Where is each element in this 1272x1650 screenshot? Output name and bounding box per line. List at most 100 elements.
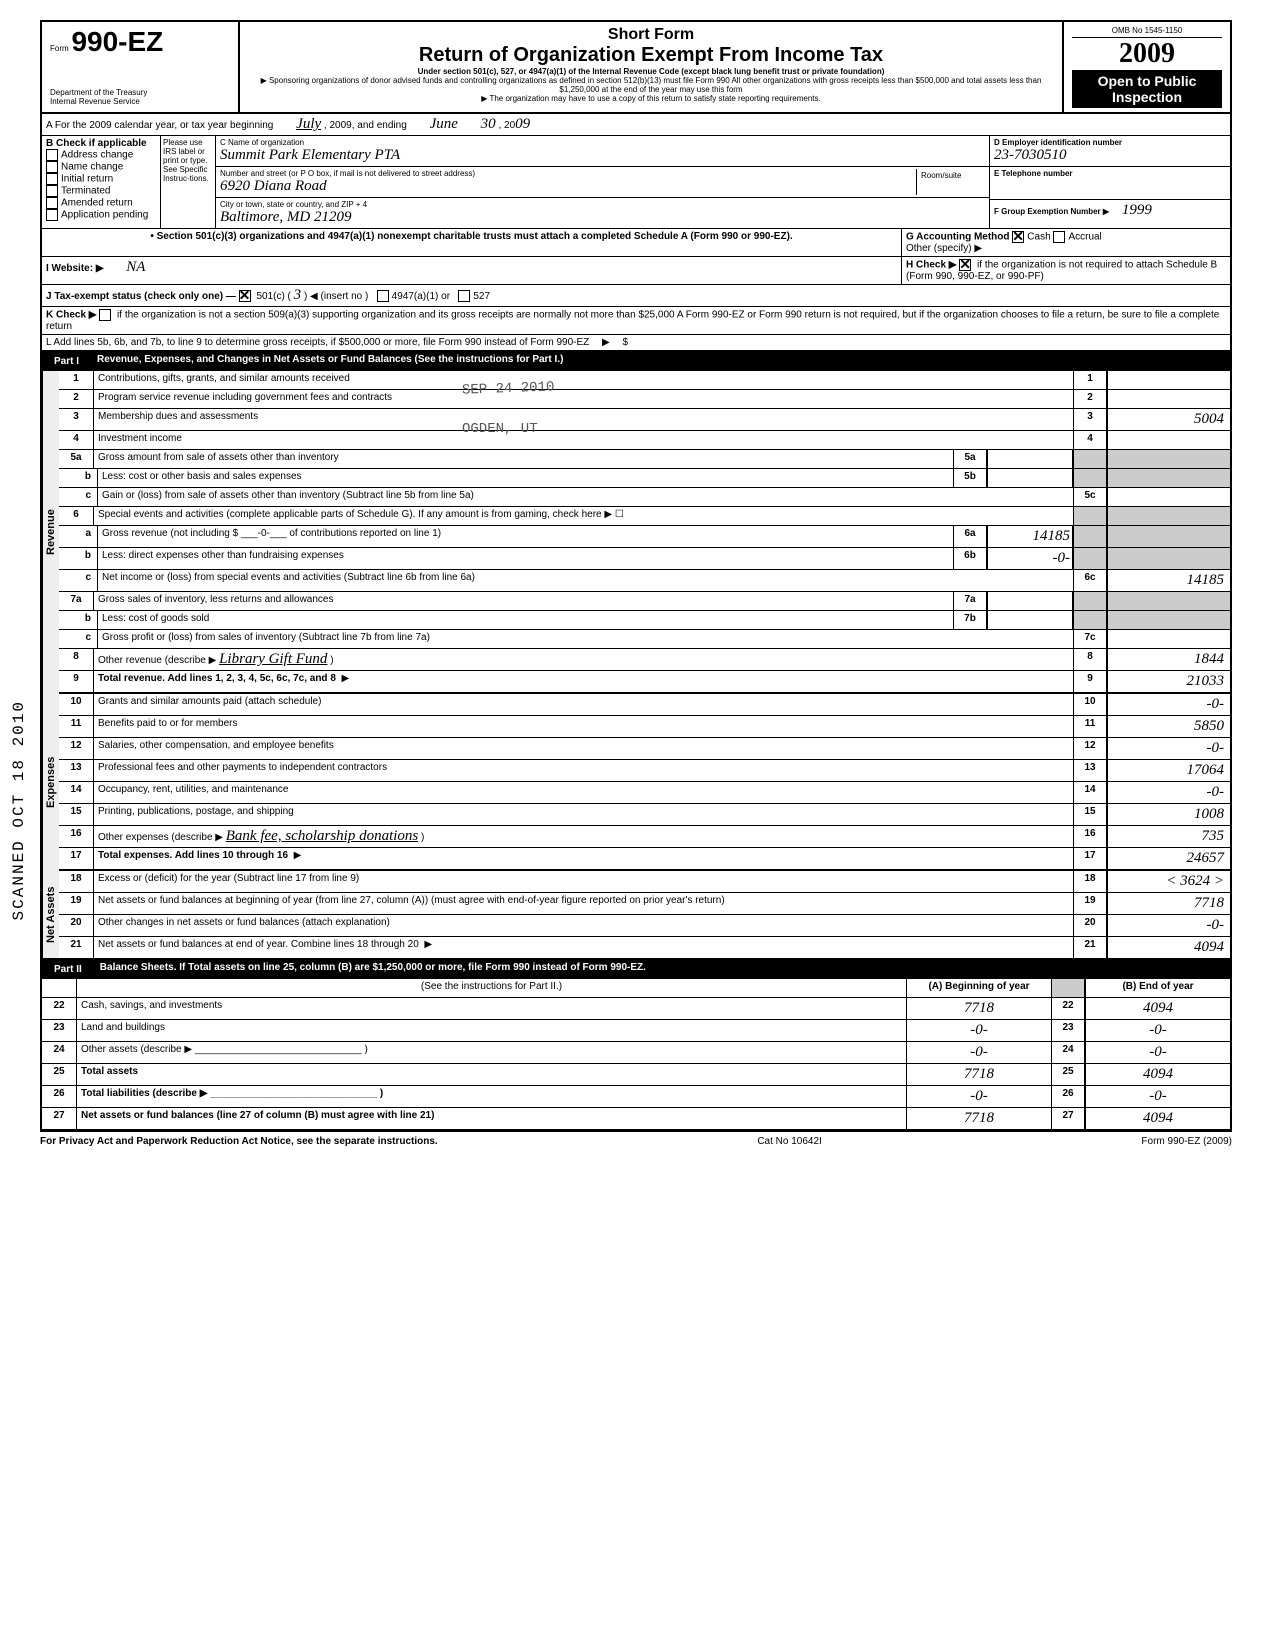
- l7a-amt: [987, 592, 1073, 610]
- l2-box: 2: [1073, 390, 1107, 408]
- check-app-pending[interactable]: [46, 209, 58, 221]
- website-h-row: I Website: ▶ NA H Check ▶ if the organiz…: [40, 257, 1232, 285]
- check-527[interactable]: [458, 290, 470, 302]
- l23-num: 23: [42, 1020, 77, 1041]
- l8-written: Library Gift Fund: [219, 651, 327, 667]
- l14-desc: Occupancy, rent, utilities, and maintena…: [94, 782, 1073, 803]
- l5c-amt: [1107, 488, 1230, 506]
- label-terminated: Terminated: [61, 186, 110, 197]
- l4-desc: Investment income: [94, 431, 1073, 449]
- l20-amt: -0-: [1107, 915, 1230, 936]
- check-address-change[interactable]: [46, 149, 58, 161]
- subtitle2: ▶ Sponsoring organizations of donor advi…: [248, 76, 1054, 94]
- l6a-desc: Gross revenue (not including $ ___-0-___…: [98, 526, 953, 547]
- l6a-box: 6a: [953, 526, 987, 547]
- l17-num: 17: [59, 848, 94, 869]
- l27-num: 27: [42, 1108, 77, 1129]
- l5c-box: 5c: [1073, 488, 1107, 506]
- check-501c[interactable]: [239, 290, 251, 302]
- l22-b: 4094: [1085, 998, 1230, 1019]
- netassets-section: Net Assets 18Excess or (deficit) for the…: [40, 871, 1232, 960]
- footer: For Privacy Act and Paperwork Reduction …: [40, 1131, 1232, 1151]
- part2-title: Balance Sheets. If Total assets on line …: [100, 962, 646, 977]
- entity-block: B Check if applicable Address change Nam…: [40, 136, 1232, 229]
- l5a-desc: Gross amount from sale of assets other t…: [94, 450, 953, 468]
- check-cash[interactable]: [1012, 231, 1024, 243]
- c-label: C Name of organization: [220, 138, 985, 147]
- l9-num: 9: [59, 671, 94, 692]
- h-label: H Check ▶: [906, 260, 956, 271]
- part2-instr: (See the instructions for Part II.): [77, 979, 906, 997]
- l23-a: -0-: [906, 1020, 1051, 1041]
- section-g-row: • Section 501(c)(3) organizations and 49…: [40, 229, 1232, 257]
- l11-num: 11: [59, 716, 94, 737]
- f-label: F Group Exemption Number ▶: [994, 207, 1109, 216]
- col-b-header: (B) End of year: [1085, 979, 1230, 997]
- k-label: K Check ▶: [46, 310, 96, 321]
- l4-amt: [1107, 431, 1230, 449]
- l16-num: 16: [59, 826, 94, 847]
- l5a-amt: [987, 450, 1073, 468]
- l-text: L Add lines 5b, 6b, and 7b, to line 9 to…: [46, 337, 589, 348]
- form-year: 2009: [1072, 38, 1222, 70]
- l16-box: 16: [1073, 826, 1107, 847]
- l7a-box: 7a: [953, 592, 987, 610]
- l16-amt: 735: [1107, 826, 1230, 847]
- l6b-amt: -0-: [987, 548, 1073, 569]
- l7a-shade2: [1107, 592, 1230, 610]
- l4-box: 4: [1073, 431, 1107, 449]
- l2-desc: Program service revenue including govern…: [94, 390, 1073, 408]
- l27-box: 27: [1051, 1108, 1085, 1129]
- check-k[interactable]: [99, 309, 111, 321]
- room-label: Room/suite: [921, 171, 981, 180]
- year-end-year: 09: [515, 116, 530, 132]
- check-schedule-b[interactable]: [959, 259, 971, 271]
- l22-box: 22: [1051, 998, 1085, 1019]
- l1-box: 1: [1073, 371, 1107, 389]
- check-terminated[interactable]: [46, 185, 58, 197]
- g-other: Other (specify) ▶: [906, 243, 1226, 254]
- l22-desc: Cash, savings, and investments: [77, 998, 906, 1019]
- line-a-label: A For the 2009 calendar year, or tax yea…: [46, 120, 273, 131]
- l17-desc: Total expenses. Add lines 10 through 16: [98, 850, 288, 861]
- l7c-num: c: [59, 630, 98, 648]
- l6c-num: c: [59, 570, 98, 591]
- l17-amt: 24657: [1107, 848, 1230, 869]
- label-cash: Cash: [1027, 232, 1050, 243]
- j-insert: 3: [294, 287, 302, 303]
- l11-box: 11: [1073, 716, 1107, 737]
- l18-amt: < 3624 >: [1107, 871, 1230, 892]
- l14-box: 14: [1073, 782, 1107, 803]
- l7a-desc: Gross sales of inventory, less returns a…: [94, 592, 953, 610]
- l2-amt: [1107, 390, 1230, 408]
- d-label: D Employer identification number: [994, 138, 1226, 147]
- check-amended[interactable]: [46, 197, 58, 209]
- label-name-change: Name change: [61, 162, 123, 173]
- website-label: I Website: ▶: [46, 263, 104, 274]
- l6c-box: 6c: [1073, 570, 1107, 591]
- check-accrual[interactable]: [1053, 231, 1065, 243]
- l1-amt: [1107, 371, 1230, 389]
- year-end-month: June: [430, 116, 458, 132]
- l6a-amt: 14185: [987, 526, 1073, 547]
- l6-shade2: [1107, 507, 1230, 525]
- check-name-change[interactable]: [46, 161, 58, 173]
- form-header: Form 990-EZ Department of the Treasury I…: [40, 20, 1232, 114]
- l10-box: 10: [1073, 694, 1107, 715]
- l25-b: 4094: [1085, 1064, 1230, 1085]
- l15-amt: 1008: [1107, 804, 1230, 825]
- l6a-num: a: [59, 526, 98, 547]
- ein-value: 23-7030510: [994, 147, 1226, 164]
- revenue-vlabel: Revenue: [42, 371, 59, 694]
- year-end-day: 30: [481, 116, 496, 132]
- l25-a: 7718: [906, 1064, 1051, 1085]
- l19-num: 19: [59, 893, 94, 914]
- street-label: Number and street (or P O box, if mail i…: [220, 169, 916, 178]
- check-initial-return[interactable]: [46, 173, 58, 185]
- k-text: if the organization is not a section 509…: [46, 310, 1219, 332]
- l9-amt: 21033: [1107, 671, 1230, 692]
- l15-desc: Printing, publications, postage, and shi…: [94, 804, 1073, 825]
- l3-desc: Membership dues and assessments: [94, 409, 1073, 430]
- l3-amt: 5004: [1107, 409, 1230, 430]
- check-4947[interactable]: [377, 290, 389, 302]
